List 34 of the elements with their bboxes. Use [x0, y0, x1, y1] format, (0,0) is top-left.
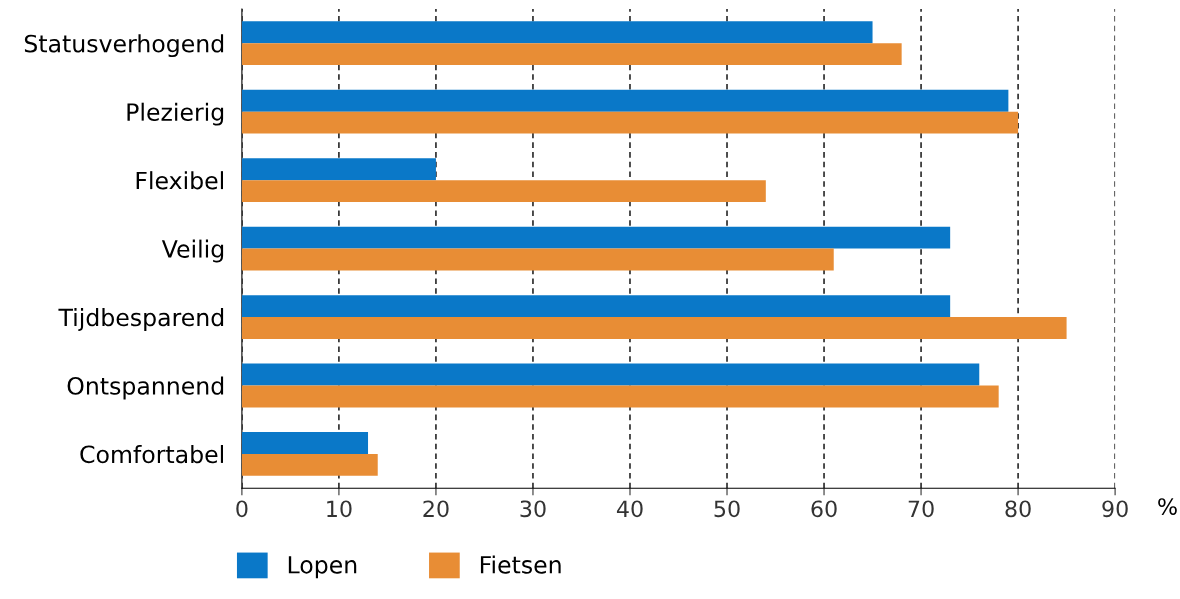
legend-label: Lopen — [288, 556, 357, 579]
x-tick-label: 40 — [616, 500, 643, 518]
bar — [241, 385, 999, 408]
legend-label: Fietsen — [480, 555, 561, 574]
x-axis-title: % — [1158, 498, 1177, 515]
x-tick-label: 70 — [908, 500, 934, 518]
x-tick-label: 50 — [714, 500, 740, 518]
y-tick-label: Comfortabel — [80, 444, 224, 464]
x-tick-label: 20 — [423, 500, 449, 518]
bar — [241, 317, 1067, 339]
bar — [241, 295, 951, 318]
y-tick-label: Ontspannend — [67, 376, 224, 400]
x-tick-label: 30 — [520, 500, 546, 518]
bar — [241, 226, 951, 249]
y-tick-label: Plezierig — [127, 102, 224, 126]
y-tick-label: Tijdbesparend — [58, 308, 224, 331]
y-tick-label: Veilig — [161, 239, 224, 263]
y-tick-label: Statusverhogend — [24, 34, 224, 58]
bar — [241, 453, 378, 476]
x-tick-label: 0 — [236, 500, 248, 518]
bar — [241, 158, 436, 181]
bar — [241, 43, 902, 66]
y-tick-label: Flexibel — [136, 171, 224, 190]
bar — [241, 180, 766, 203]
bar — [241, 111, 1019, 134]
bar — [241, 363, 980, 386]
bar — [241, 21, 873, 44]
x-tick-label: 10 — [327, 500, 352, 518]
x-tick-label: 80 — [1005, 500, 1031, 518]
x-tick-label: 60 — [811, 500, 837, 518]
bar — [241, 432, 369, 454]
x-tick-label: 90 — [1102, 500, 1128, 518]
bar — [241, 248, 834, 271]
bar — [241, 89, 1009, 112]
